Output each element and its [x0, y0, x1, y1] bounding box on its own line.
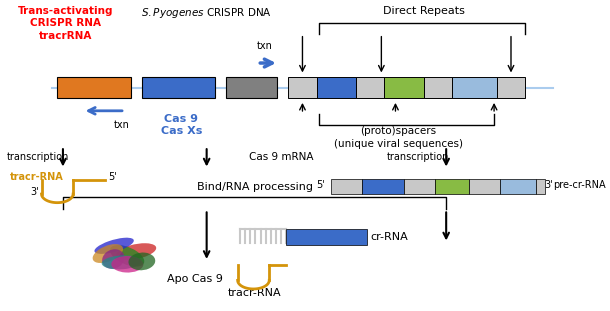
FancyBboxPatch shape	[497, 77, 525, 99]
Ellipse shape	[116, 243, 156, 260]
FancyBboxPatch shape	[500, 179, 536, 194]
Text: Apo Cas 9: Apo Cas 9	[167, 274, 223, 284]
Text: (unique viral sequences): (unique viral sequences)	[334, 138, 463, 149]
Text: txn: txn	[257, 41, 273, 51]
Text: 3': 3'	[545, 180, 553, 190]
Ellipse shape	[129, 253, 155, 270]
Text: 5': 5'	[108, 172, 117, 182]
Ellipse shape	[110, 245, 145, 267]
FancyBboxPatch shape	[536, 179, 545, 194]
Text: tracr-RNA: tracr-RNA	[9, 172, 63, 182]
FancyBboxPatch shape	[404, 179, 435, 194]
Text: tracr-RNA: tracr-RNA	[228, 288, 281, 298]
FancyBboxPatch shape	[356, 77, 384, 99]
Ellipse shape	[102, 249, 124, 269]
Text: Trans-activating: Trans-activating	[18, 6, 113, 16]
FancyBboxPatch shape	[362, 179, 404, 194]
Text: tracrRNA: tracrRNA	[39, 31, 93, 41]
Text: 5': 5'	[316, 180, 325, 190]
FancyBboxPatch shape	[57, 77, 131, 99]
Ellipse shape	[95, 238, 134, 254]
Text: Bind/RNA processing: Bind/RNA processing	[196, 183, 312, 193]
Text: CRISPR RNA: CRISPR RNA	[30, 18, 101, 28]
Text: cr-RNA: cr-RNA	[370, 232, 408, 242]
Ellipse shape	[111, 256, 143, 272]
Text: Direct Repeats: Direct Repeats	[382, 6, 465, 16]
FancyBboxPatch shape	[317, 77, 356, 99]
Text: Cas 9: Cas 9	[164, 114, 198, 124]
Text: Cas 9 mRNA: Cas 9 mRNA	[249, 152, 314, 162]
FancyBboxPatch shape	[331, 179, 362, 194]
Text: transcription: transcription	[6, 152, 69, 162]
FancyBboxPatch shape	[435, 179, 468, 194]
FancyBboxPatch shape	[384, 77, 423, 99]
Text: (proto)spacers: (proto)spacers	[361, 126, 436, 136]
FancyBboxPatch shape	[226, 77, 277, 99]
FancyBboxPatch shape	[142, 77, 215, 99]
Text: Cas Xs: Cas Xs	[160, 126, 202, 136]
FancyBboxPatch shape	[423, 77, 452, 99]
FancyBboxPatch shape	[452, 77, 497, 99]
Text: pre-cr-RNA: pre-cr-RNA	[553, 180, 606, 190]
Text: 3': 3'	[30, 188, 39, 197]
Ellipse shape	[93, 244, 123, 263]
FancyBboxPatch shape	[285, 230, 367, 245]
Text: transcription: transcription	[387, 152, 449, 162]
Ellipse shape	[102, 255, 141, 269]
FancyBboxPatch shape	[468, 179, 500, 194]
Text: txn: txn	[114, 120, 130, 130]
Text: $\it{S. Pyogenes}$ CRISPR DNA: $\it{S. Pyogenes}$ CRISPR DNA	[141, 6, 272, 20]
FancyBboxPatch shape	[289, 77, 317, 99]
